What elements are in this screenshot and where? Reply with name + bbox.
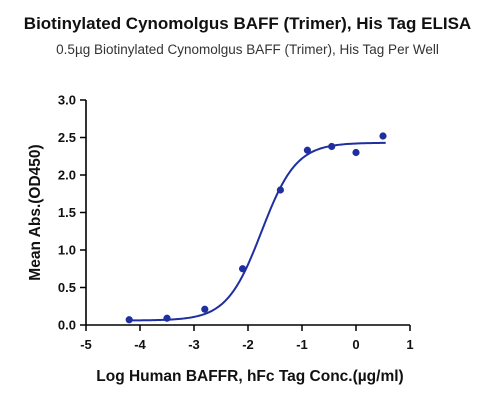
data-point bbox=[201, 305, 209, 313]
data-point bbox=[303, 146, 311, 154]
x-tick-label: -3 bbox=[188, 337, 200, 352]
chart-subtitle: 0.5µg Biotinylated Cynomolgus BAFF (Trim… bbox=[56, 42, 439, 57]
data-point bbox=[352, 148, 360, 157]
y-tick-label: 1.5 bbox=[58, 205, 76, 220]
axes: -5 -4 -3 -2 -1 0 1 0.0 0.5 1.0 1.5 2.0 2.5 3.0 bbox=[58, 93, 414, 353]
chart-title: Biotinylated Cynomolgus BAFF (Trimer), H… bbox=[23, 14, 472, 33]
y-tick-label: 2.0 bbox=[58, 168, 76, 183]
x-tick-label: 1 bbox=[406, 337, 413, 352]
y-tick-label: 2.5 bbox=[58, 130, 76, 145]
data-point bbox=[163, 314, 171, 322]
y-tick-label: 0.0 bbox=[58, 318, 76, 333]
data-points-layer bbox=[125, 132, 387, 324]
x-tick-label: -4 bbox=[134, 337, 146, 352]
x-axis-title: Log Human BAFFR, hFc Tag Conc.(µg/ml) bbox=[96, 368, 403, 385]
data-point bbox=[379, 132, 387, 140]
fit-curve-layer bbox=[126, 141, 386, 322]
x-tick-label: -1 bbox=[296, 337, 308, 352]
x-tick-label: 0 bbox=[352, 337, 359, 352]
data-point bbox=[328, 142, 336, 151]
x-tick-label: -2 bbox=[242, 337, 254, 352]
data-point bbox=[239, 265, 247, 273]
fit-curve bbox=[126, 141, 386, 322]
y-tick-label: 0.5 bbox=[58, 280, 76, 295]
y-axis-title: Mean Abs.(OD450) bbox=[27, 144, 44, 280]
data-point bbox=[125, 316, 133, 324]
y-tick-label: 3.0 bbox=[58, 93, 76, 108]
x-tick-label: -5 bbox=[80, 337, 92, 352]
y-tick-label: 1.0 bbox=[58, 243, 76, 258]
data-point bbox=[276, 186, 284, 194]
